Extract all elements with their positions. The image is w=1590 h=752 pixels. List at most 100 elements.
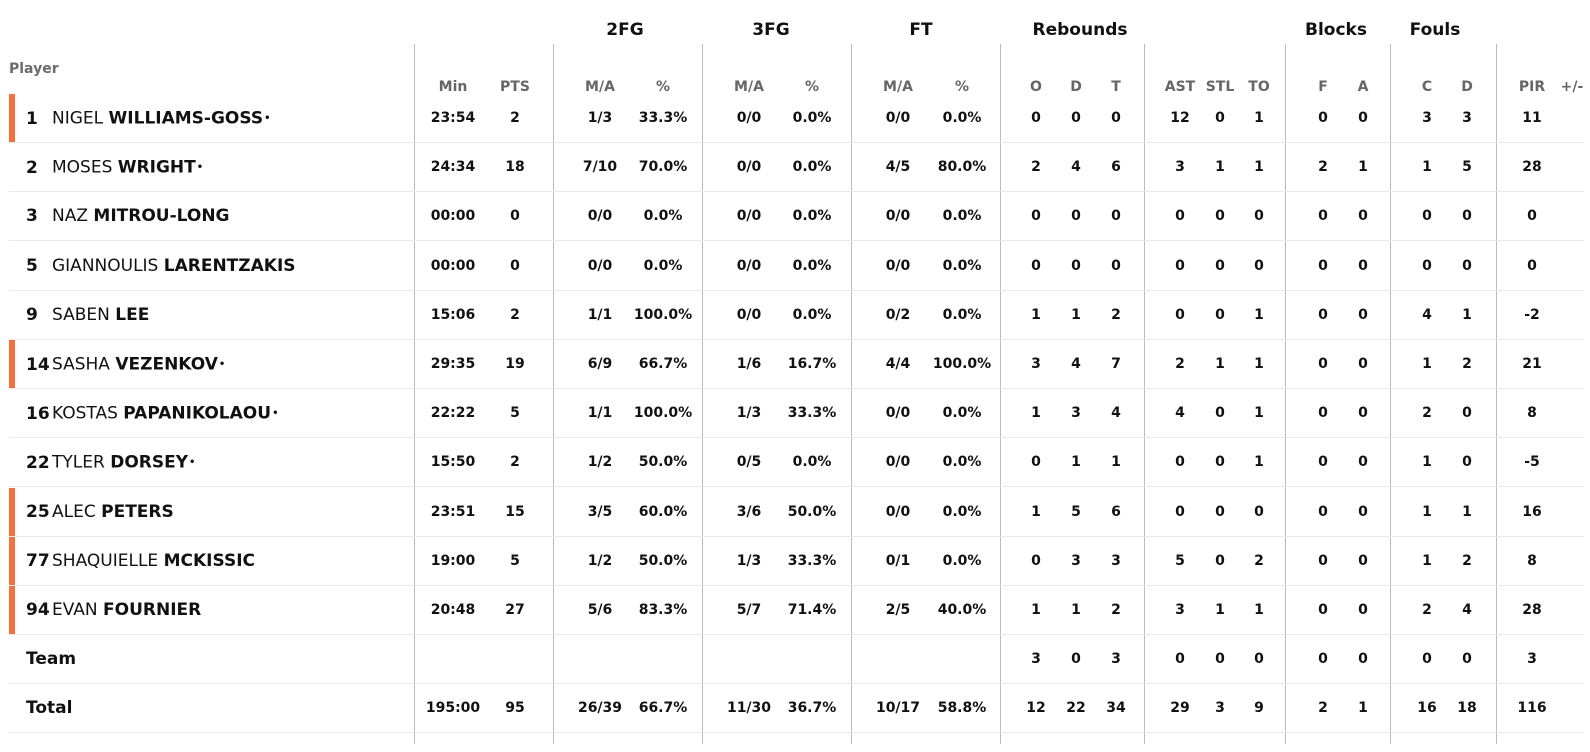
stat-stl: 0	[1215, 454, 1225, 471]
player-cell[interactable]: 22 TYLER DORSEY•	[26, 438, 195, 487]
player-cell[interactable]: 2 MOSES WRIGHT•	[26, 143, 203, 192]
player-cell[interactable]: 25 ALEC PETERS	[26, 488, 174, 537]
player-number: 3	[26, 206, 38, 227]
stat-ft-ma: 4/5	[885, 159, 911, 176]
stat-pm	[1537, 192, 1590, 241]
column-header-blk-f[interactable]: F	[1318, 79, 1328, 95]
player-cell[interactable]: 9 SABEN LEE	[26, 291, 149, 340]
column-header-min[interactable]: Min	[438, 79, 468, 95]
player-row[interactable]: 14 SASHA VEZENKOV• 29:35 19 6/9 66.7% 1/6 16.7%…	[0, 340, 1590, 389]
stat-ast: 5	[1175, 552, 1185, 569]
stat-stl: 0	[1215, 257, 1225, 274]
stat-fg2-ma: 5/6	[587, 602, 613, 618]
column-header-ft-pct[interactable]: %	[954, 79, 970, 95]
stat-foul-d: 2	[1462, 552, 1472, 569]
stat-fg3-ma: 1/3	[736, 552, 762, 569]
player-last-name[interactable]: PETERS	[101, 501, 174, 522]
player-last-name[interactable]: DORSEY	[110, 452, 189, 473]
group-header-2fg: 2FG	[606, 20, 644, 40]
player-row[interactable]: 1 NIGEL WILLIAMS-GOSS• 23:54 2 1/3 33.3% 0/0 0.…	[0, 94, 1590, 143]
player-number: 14	[26, 354, 50, 375]
player-row[interactable]: 9 SABEN LEE 15:06 2 1/1 100.0% 0/0 0.0% 0/2 0.0% 1…	[0, 291, 1590, 340]
column-header-reb-d[interactable]: D	[1070, 79, 1082, 95]
stat-reb-d: 4	[1071, 356, 1081, 372]
stat-ft-ma: 4/4	[885, 356, 911, 372]
player-row[interactable]: 94 EVAN FOURNIER 20:48 27 5/6 83.3% 5/7 71.4% 2/…	[0, 586, 1590, 635]
stat-to: 1	[1254, 602, 1264, 618]
player-last-name[interactable]: WILLIAMS-GOSS	[108, 108, 264, 129]
stat-reb-d: 1	[1071, 602, 1081, 618]
column-header-to[interactable]: TO	[1248, 79, 1270, 95]
column-header-reb-t[interactable]: T	[1111, 79, 1121, 95]
stat-blk-f: 0	[1318, 454, 1328, 471]
player-row[interactable]: 16 KOSTAS PAPANIKOLAOU• 22:22 5 1/1 100.0% 1/3…	[0, 389, 1590, 439]
stat-reb-d: 1	[1071, 454, 1081, 471]
stat-ast: 0	[1175, 306, 1185, 323]
stat-reb-o: 0	[1031, 552, 1041, 569]
stat-ft-ma: 0/0	[885, 405, 911, 422]
stat-reb-t: 0	[1111, 208, 1121, 225]
stat-ft-pct: 0.0%	[942, 257, 982, 274]
stat-foul-d: 0	[1462, 651, 1472, 668]
player-cell[interactable]: 5 GIANNOULIS LARENTZAKIS	[26, 242, 296, 291]
player-last-name[interactable]: WRIGHT	[117, 157, 196, 178]
stat-pts: 27	[505, 602, 525, 618]
stat-fg3-pct: 0.0%	[792, 208, 832, 225]
stat-pts: 0	[510, 208, 520, 225]
column-divider	[1496, 44, 1497, 744]
stat-reb-t: 34	[1106, 700, 1126, 717]
column-header-reb-o[interactable]: O	[1030, 79, 1042, 95]
player-row[interactable]: 5 GIANNOULIS LARENTZAKIS 00:00 0 0/0 0.0% 0/0 0…	[0, 242, 1590, 291]
player-cell[interactable]: 1 NIGEL WILLIAMS-GOSS•	[26, 94, 271, 143]
stat-blk-a: 0	[1358, 454, 1368, 471]
stat-fg3-pct: 0.0%	[792, 306, 832, 323]
column-header-player: Player	[9, 61, 59, 77]
player-last-name[interactable]: MCKISSIC	[163, 550, 255, 571]
stat-fg2-ma: 0/0	[587, 257, 613, 274]
stat-pir: 116	[1517, 700, 1547, 717]
player-row[interactable]: 22 TYLER DORSEY• 15:50 2 1/2 50.0% 0/5 0.0% 0/0 0…	[0, 438, 1590, 488]
column-header-pts[interactable]: PTS	[500, 79, 530, 95]
player-cell[interactable]: 16 KOSTAS PAPANIKOLAOU•	[26, 389, 278, 438]
player-last-name[interactable]: LEE	[115, 304, 150, 325]
column-header-pir[interactable]: PIR	[1518, 79, 1546, 95]
team-row-label: Team	[26, 649, 77, 670]
column-header-foul-d[interactable]: D	[1461, 79, 1473, 95]
column-header-blk-a[interactable]: A	[1357, 79, 1369, 95]
stat-pm	[1537, 389, 1590, 438]
player-last-name[interactable]: VEZENKOV	[115, 354, 218, 375]
player-row[interactable]: 77 SHAQUIELLE MCKISSIC 19:00 5 1/2 50.0% 1/3 33…	[0, 536, 1590, 586]
stat-reb-o: 12	[1026, 700, 1046, 717]
stat-blk-f: 0	[1318, 110, 1328, 126]
stat-pm	[1537, 537, 1590, 586]
player-last-name[interactable]: MITROU-LONG	[93, 206, 230, 227]
column-header-fg2-ma[interactable]: M/A	[585, 79, 615, 95]
player-last-name[interactable]: PAPANIKOLAOU	[123, 403, 272, 424]
stat-pts: 2	[510, 454, 520, 471]
stat-pir: 28	[1522, 602, 1542, 618]
player-cell[interactable]: 3 NAZ MITROU-LONG	[26, 192, 230, 241]
column-header-fg3-ma[interactable]: M/A	[734, 79, 764, 95]
column-header-pm[interactable]: +/-	[1560, 79, 1584, 95]
stat-fg2-ma: 26/39	[577, 700, 623, 717]
player-row[interactable]: 2 MOSES WRIGHT• 24:34 18 7/10 70.0% 0/0 0.0% 4/5…	[0, 143, 1590, 193]
column-header-foul-c[interactable]: C	[1421, 79, 1433, 95]
highlight-marker	[9, 340, 15, 389]
column-header-ast[interactable]: AST	[1164, 79, 1196, 95]
player-last-name[interactable]: LARENTZAKIS	[163, 255, 296, 276]
player-row[interactable]: 3 NAZ MITROU-LONG 00:00 0 0/0 0.0% 0/0 0.0% 0/0 0…	[0, 192, 1590, 242]
column-header-stl[interactable]: STL	[1205, 79, 1235, 95]
player-cell[interactable]: 94 EVAN FOURNIER	[26, 586, 201, 635]
stat-foul-c: 1	[1422, 356, 1432, 372]
column-header-fg2-pct[interactable]: %	[655, 79, 671, 95]
column-header-ft-ma[interactable]: M/A	[883, 79, 913, 95]
player-row[interactable]: 25 ALEC PETERS 23:51 15 3/5 60.0% 3/6 50.0% 0/0 0…	[0, 487, 1590, 537]
player-number: 16	[26, 403, 50, 424]
player-cell[interactable]: 14 SASHA VEZENKOV•	[26, 340, 225, 389]
stat-reb-t: 4	[1111, 405, 1121, 422]
column-header-fg3-pct[interactable]: %	[804, 79, 820, 95]
player-cell[interactable]: 77 SHAQUIELLE MCKISSIC	[26, 537, 255, 586]
player-last-name[interactable]: FOURNIER	[103, 600, 202, 620]
stat-pm	[1537, 94, 1590, 143]
stat-foul-d: 0	[1462, 405, 1472, 422]
